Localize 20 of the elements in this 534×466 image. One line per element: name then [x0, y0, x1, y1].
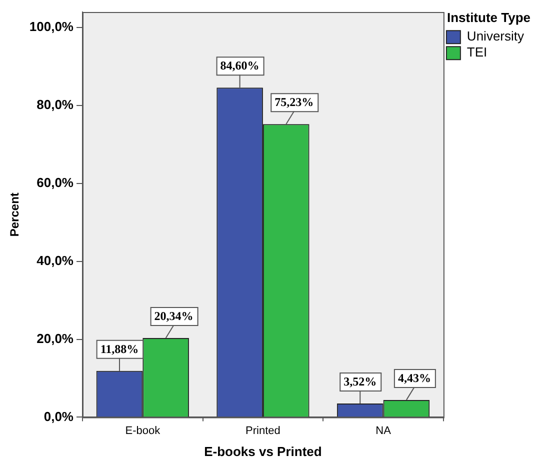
y-tick-label: 0,0%: [44, 408, 74, 424]
x-tick-label: Printed: [246, 424, 280, 437]
legend-label: TEI: [466, 44, 488, 60]
data-label: 20,34%: [154, 309, 194, 324]
data-label: 11,88%: [100, 342, 139, 356]
y-tick-label: 80,0%: [36, 97, 74, 112]
y-tick-label: 60,0%: [36, 175, 74, 190]
y-tick-label: 20,0%: [36, 330, 74, 346]
x-axis-title: E-books vs Printed: [204, 444, 322, 459]
x-tick-label: E-book: [125, 424, 161, 437]
y-tick-label: 40,0%: [36, 252, 74, 268]
y-axis-title: Percent: [8, 192, 22, 237]
legend-label: University: [466, 28, 524, 44]
data-label: 75,23%: [274, 95, 314, 110]
data-label: 84,60%: [220, 58, 260, 73]
x-tick-label: NA: [376, 424, 392, 437]
y-tick-label: 100,0%: [29, 19, 74, 34]
data-label: 3,52%: [344, 374, 377, 389]
legend-title: Institute Type: [446, 10, 530, 26]
data-label: 4,43%: [398, 371, 431, 386]
